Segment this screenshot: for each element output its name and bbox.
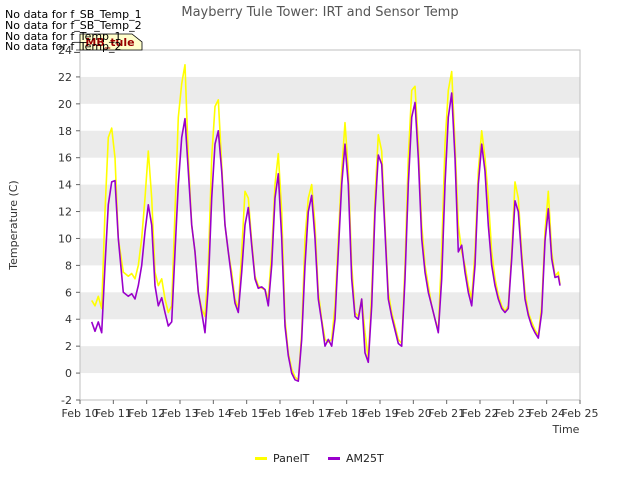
no-data-note-3: No data for f_Temp_1 — [5, 30, 122, 43]
no-data-note-1: No data for f_SB_Temp_1 — [5, 8, 142, 21]
no-data-note-4: No data for f_Temp_2 — [5, 40, 122, 53]
y-tick-label: 2 — [65, 340, 72, 353]
legend-swatch-panelt — [255, 457, 267, 460]
y-tick-label: -2 — [61, 394, 72, 407]
grid-band — [80, 130, 580, 158]
x-tick-label: Feb 13 — [162, 407, 199, 420]
x-tick-label: Feb 15 — [228, 407, 265, 420]
chart-title: Mayberry Tule Tower: IRT and Sensor Temp — [181, 5, 458, 20]
legend-label-am25t: AM25T — [346, 452, 384, 465]
x-axis-label: Time — [552, 423, 580, 436]
series-lines — [90, 64, 561, 382]
no-data-note-2: No data for f_SB_Temp_2 — [5, 19, 142, 32]
x-tick-label: Feb 20 — [395, 407, 432, 420]
legend-item-panelt: PanelT — [255, 452, 309, 465]
y-tick-label: 20 — [58, 98, 72, 111]
y-tick-label: 12 — [58, 206, 72, 219]
y-tick-label: 14 — [58, 179, 72, 192]
legend-label-panelt: PanelT — [273, 452, 310, 465]
series-line-panelt — [91, 64, 561, 381]
y-tick-label: 0 — [65, 367, 72, 380]
y-tick-label: 4 — [65, 313, 72, 326]
y-axis-label: Temperature (C) — [7, 180, 20, 270]
grid-band — [80, 292, 580, 320]
mb-tule-badge: MB_tule — [79, 33, 143, 51]
x-tick-label: Feb 12 — [128, 407, 165, 420]
background-bands — [80, 76, 580, 374]
legend: PanelT AM25T — [0, 452, 640, 470]
y-tick-label: 16 — [58, 152, 72, 165]
grid-band — [80, 238, 580, 266]
y-tick-label: 8 — [65, 259, 72, 272]
y-tick-label: 24 — [58, 44, 72, 57]
y-tick-label: 10 — [58, 232, 72, 245]
y-tick-label: 6 — [65, 286, 72, 299]
x-tick-label: Feb 23 — [495, 407, 532, 420]
x-tick-label: Feb 22 — [462, 407, 499, 420]
x-tick-label: Feb 25 — [562, 407, 599, 420]
x-tick-label: Feb 14 — [195, 407, 232, 420]
legend-swatch-am25t — [328, 457, 340, 460]
badge-text: MB_tule — [85, 36, 134, 49]
x-tick-label: Feb 17 — [295, 407, 332, 420]
x-tick-label: Feb 19 — [362, 407, 399, 420]
x-tick-label: Feb 18 — [328, 407, 365, 420]
x-tick-label: Feb 24 — [528, 407, 565, 420]
x-tick-label: Feb 10 — [62, 407, 99, 420]
series-line-am25t — [90, 92, 561, 382]
grid-band — [80, 346, 580, 374]
x-tick-label: Feb 16 — [262, 407, 299, 420]
x-tick-label: Feb 11 — [95, 407, 132, 420]
grid-band — [80, 184, 580, 212]
plot-frame — [79, 49, 581, 401]
legend-item-am25t: AM25T — [328, 452, 384, 465]
y-tick-label: 18 — [58, 125, 72, 138]
grid-band — [80, 76, 580, 104]
x-tick-label: Feb 21 — [428, 407, 465, 420]
y-tick-label: 22 — [58, 71, 72, 84]
